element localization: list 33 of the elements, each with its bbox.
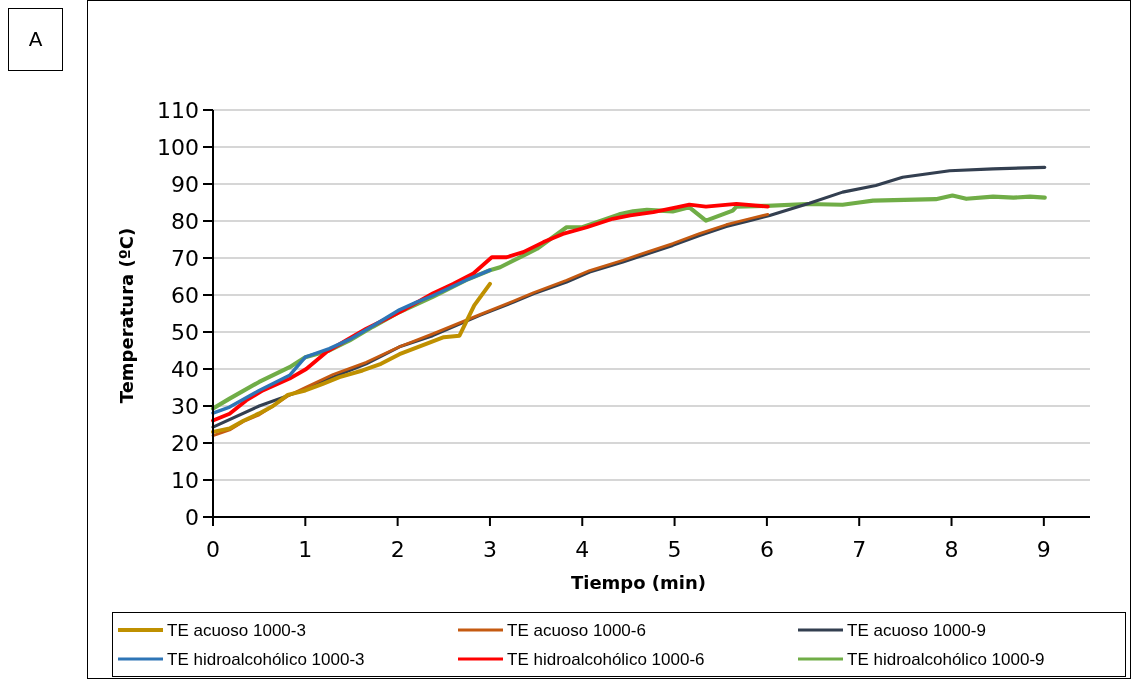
y-tick-label: 50 [171, 319, 199, 345]
x-tick-label: 9 [1036, 537, 1051, 562]
y-tick-label: 100 [157, 134, 199, 160]
line-series [211, 268, 492, 415]
legend-label: TE hidroalcohólico 1000-6 [507, 649, 705, 669]
x-tick-label: 8 [944, 537, 959, 562]
legend-label: TE acuoso 1000-3 [167, 620, 306, 640]
y-tick-label: 110 [157, 97, 199, 123]
y-tick-label: 80 [171, 208, 199, 234]
y-tick-label: 0 [185, 504, 199, 530]
x-tick-label: 0 [206, 537, 220, 562]
text: A [28, 27, 43, 51]
x-tick-label: 6 [759, 537, 774, 562]
legend-label: TE acuoso 1000-6 [507, 620, 646, 640]
y-tick-label: 60 [171, 282, 199, 308]
line-series [211, 281, 492, 434]
y-tick-label: 10 [171, 467, 199, 493]
x-tick-label: 4 [575, 537, 590, 562]
x-axis-title: Tiempo (min) [570, 572, 707, 593]
y-axis-title: Temperatura (ºC) [116, 227, 137, 404]
x-tick-label: 7 [852, 537, 867, 562]
y-tick-label: 90 [171, 171, 199, 197]
y-tick-label: 40 [171, 356, 199, 382]
x-tick-label: 1 [298, 537, 313, 562]
x-tick-label: 2 [390, 537, 405, 562]
legend-label: TE hidroalcohólico 1000-3 [167, 649, 365, 669]
legend-label: TE hidroalcohólico 1000-9 [847, 649, 1045, 669]
legend-label: TE acuoso 1000-9 [847, 620, 986, 640]
x-tick-label: 3 [482, 537, 497, 562]
x-tick-label: 5 [667, 537, 682, 562]
y-tick-label: 30 [171, 393, 199, 419]
y-tick-label: 20 [171, 430, 199, 456]
y-tick-label: 70 [171, 245, 199, 271]
